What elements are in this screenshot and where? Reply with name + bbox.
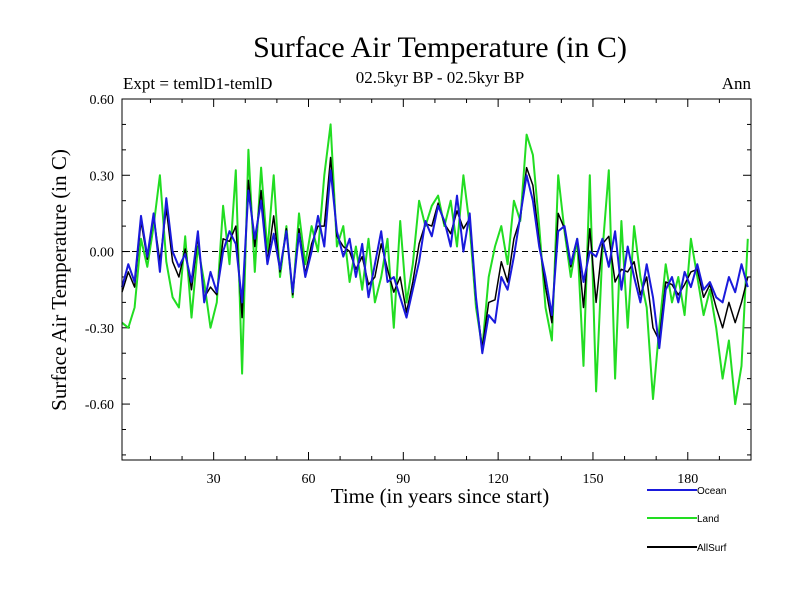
y-tick-label: 0.30	[90, 169, 115, 184]
season-label: Ann	[722, 74, 752, 93]
y-tick-label: 0.60	[90, 93, 115, 108]
legend-label-land: Land	[697, 514, 719, 525]
x-axis-label: Time (in years since start)	[331, 484, 550, 508]
plot-frame	[121, 98, 752, 461]
x-tick-label: 30	[207, 472, 221, 487]
tick-label-layer: 0.60 0.30 0.00 -0.30 -0.60 30 60 90 120 150 180	[85, 93, 698, 487]
expt-label: Expt = temlD1-temlD	[123, 74, 272, 93]
legend-label-allsurf: AllSurf	[697, 543, 727, 554]
y-axis-label: Surface Air Temperature (in C)	[47, 149, 71, 411]
series-line-land	[121, 123, 749, 406]
x-tick-label: 90	[396, 472, 410, 487]
chart-subtitle: 02.5kyr BP - 02.5kyr BP	[356, 68, 524, 87]
x-tick-label: 60	[301, 472, 315, 487]
x-tick-label: 180	[677, 472, 698, 487]
x-tick-label: 150	[582, 472, 603, 487]
y-tick-label: -0.60	[85, 398, 114, 413]
chart-title: Surface Air Temperature (in C)	[253, 31, 627, 64]
legend-label-ocean: Ocean	[697, 486, 726, 497]
y-tick-label: 0.00	[90, 246, 115, 261]
legend: Ocean Land AllSurf	[647, 486, 727, 554]
series-line-ocean	[121, 169, 749, 355]
y-tick-label: -0.30	[85, 322, 114, 337]
x-tick-label: 120	[488, 472, 509, 487]
series-layer	[121, 123, 749, 406]
